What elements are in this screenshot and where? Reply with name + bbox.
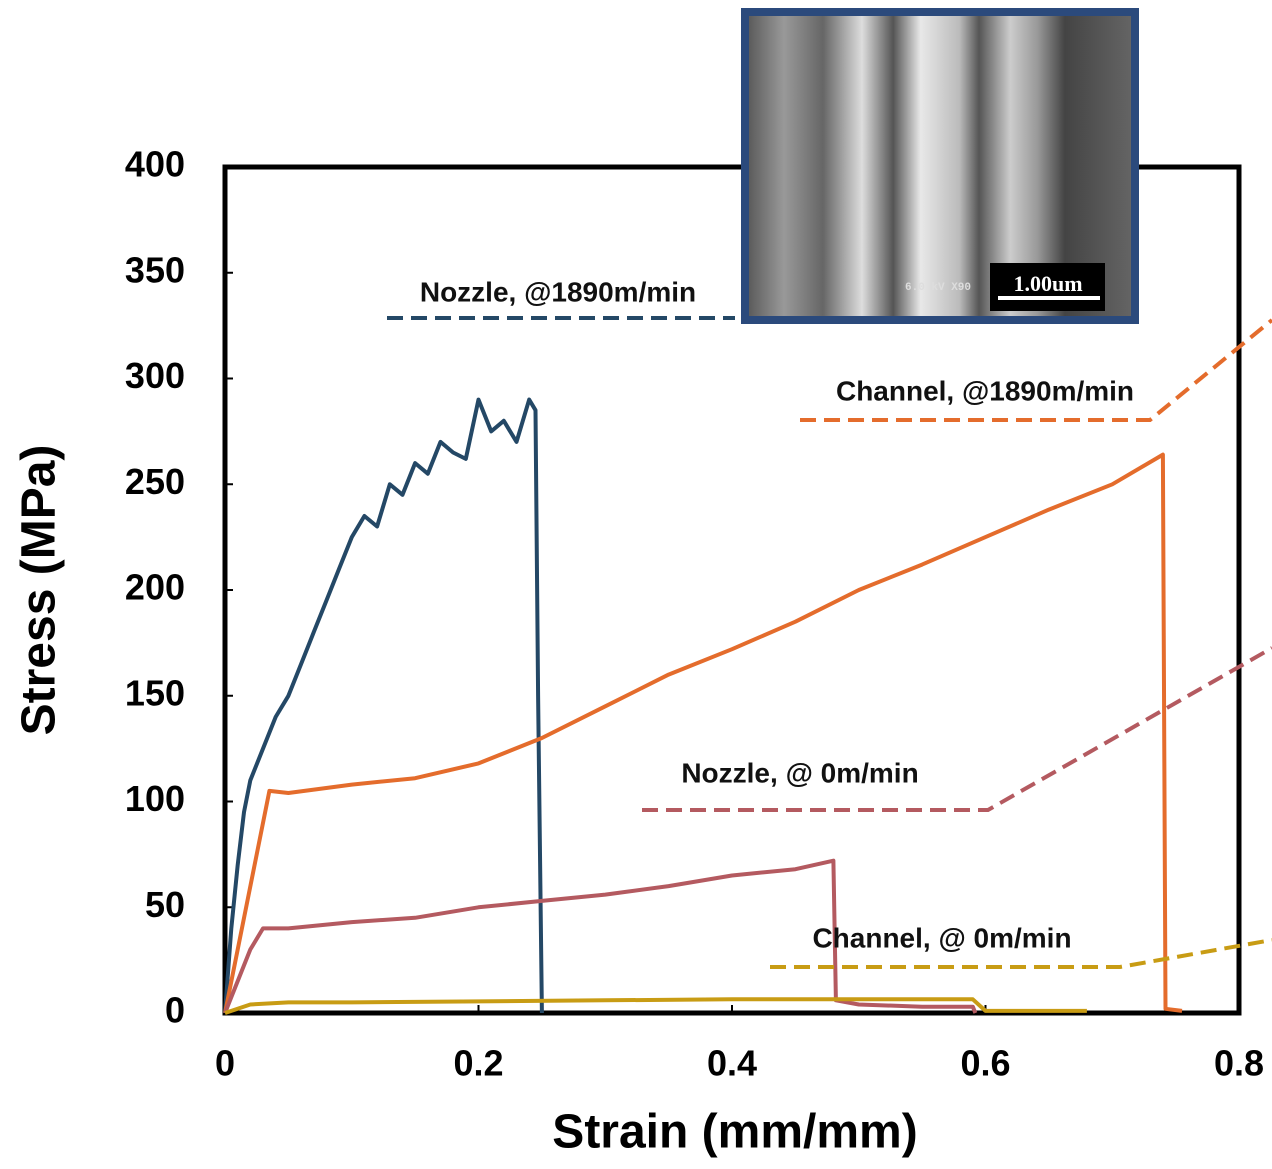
x-tick-label: 0.8	[1214, 1043, 1264, 1084]
series-label: Channel, @1890m/min	[836, 375, 1134, 406]
y-tick-label: 100	[125, 778, 185, 819]
y-tick-label: 350	[125, 249, 185, 290]
series-label: Nozzle, @ 0m/min	[681, 757, 918, 788]
series-label: Nozzle, @1890m/min	[420, 276, 696, 307]
x-tick-label: 0.2	[453, 1043, 503, 1084]
scale-bar-box	[990, 263, 1105, 311]
series-line	[224, 997, 1087, 1015]
y-tick-label: 250	[125, 461, 185, 502]
sem-info: 6.0 kV X90	[905, 282, 971, 294]
series-line	[223, 452, 1183, 1014]
y-axis-title: Stress (MPa)	[13, 445, 66, 736]
y-tick-label: 150	[125, 672, 185, 713]
x-tick-label: 0.6	[960, 1043, 1010, 1084]
leader-line	[800, 318, 1272, 422]
scale-label: 1.00um	[1013, 271, 1082, 296]
x-axis-title: Strain (mm/mm)	[552, 1106, 917, 1159]
leader-line	[642, 646, 1272, 812]
y-tick-label: 200	[125, 567, 185, 608]
series-line	[223, 858, 978, 1014]
y-tick-label: 50	[145, 884, 185, 925]
x-tick-label: 0	[215, 1043, 235, 1084]
sem-inset: 6.0 kV X90 1.00um	[741, 8, 1139, 324]
y-tick-label: 0	[165, 990, 185, 1031]
x-tick-label: 0.4	[707, 1043, 757, 1084]
leader-line	[770, 938, 1272, 969]
y-tick-label: 300	[125, 355, 185, 396]
series-line	[223, 397, 544, 1014]
y-tick-label: 400	[125, 144, 185, 185]
series-label: Channel, @ 0m/min	[812, 922, 1071, 953]
